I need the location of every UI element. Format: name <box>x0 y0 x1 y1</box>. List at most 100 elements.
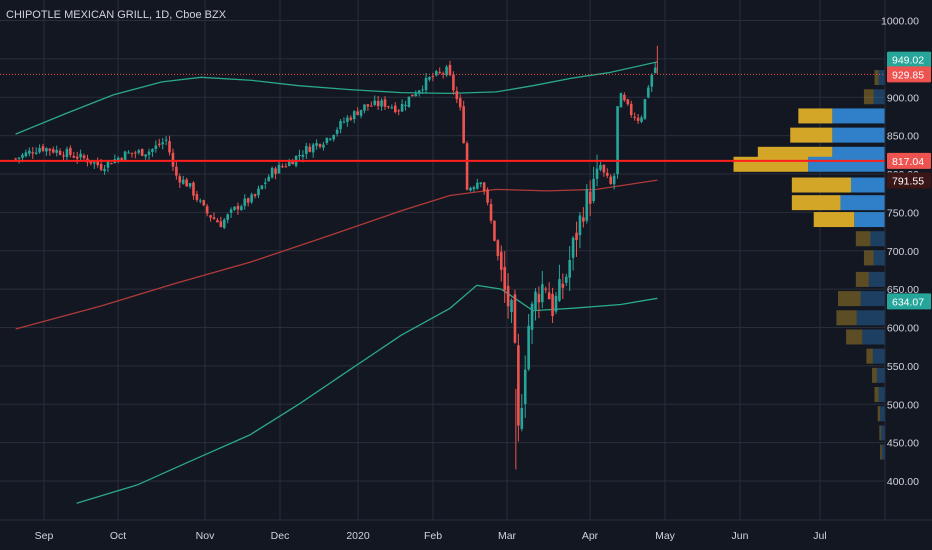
candle-body <box>465 143 469 190</box>
candle-body <box>564 276 568 283</box>
candle-body <box>585 189 589 221</box>
candle-body <box>506 285 510 307</box>
vp-bar-blue <box>868 271 885 287</box>
candle-body <box>363 104 366 111</box>
candle-body <box>147 151 151 155</box>
candle-body <box>414 93 418 97</box>
candle-body <box>537 293 541 303</box>
candle-body <box>89 160 93 164</box>
candle-body <box>479 182 483 184</box>
candle-body <box>41 146 45 151</box>
candle-body <box>171 152 175 167</box>
candle-body <box>62 155 65 157</box>
candle-body <box>404 105 407 107</box>
price-tag-label: 949.02 <box>892 55 924 67</box>
candle-body <box>281 166 284 168</box>
vp-bar-gold <box>836 310 857 326</box>
candle-body <box>499 251 503 270</box>
candle-body <box>582 217 585 222</box>
candle-body <box>441 73 445 75</box>
candle-body <box>51 149 55 153</box>
x-tick-label: Jul <box>813 530 826 542</box>
vp-bar-blue <box>878 387 885 403</box>
candle-body <box>448 64 452 76</box>
vp-bar-gold <box>791 195 841 211</box>
candle-body <box>144 154 147 157</box>
candle-body <box>257 188 260 196</box>
candle-body <box>222 219 226 228</box>
x-tick-label: Feb <box>424 530 442 542</box>
vp-bar-gold <box>874 70 879 86</box>
vp-bar-blue <box>873 89 885 105</box>
x-tick-label: May <box>655 530 676 542</box>
candle-body <box>192 182 195 196</box>
vp-bar-blue <box>870 231 885 247</box>
x-tick-label: Nov <box>196 530 215 542</box>
candle-body <box>510 300 513 313</box>
candle-body <box>69 147 72 155</box>
candle-body <box>527 325 530 370</box>
vp-bar-gold <box>866 348 873 364</box>
candle-body <box>243 198 247 206</box>
candle-body <box>161 142 164 145</box>
candle-body <box>137 150 141 153</box>
candle-body <box>116 157 120 161</box>
candle-body <box>455 91 459 100</box>
vp-bar-blue <box>881 444 885 460</box>
candle-body <box>476 182 479 189</box>
candle-body <box>387 106 390 108</box>
candle-body <box>127 152 130 154</box>
candle-body <box>298 155 301 157</box>
candle-body <box>216 220 219 223</box>
price-tag-bg <box>887 152 931 169</box>
candle-body <box>93 162 96 164</box>
candle-body <box>653 67 657 73</box>
candle-body <box>602 164 606 173</box>
candle-body <box>428 77 431 80</box>
vp-bar-blue <box>876 367 885 383</box>
price-axis[interactable]: 1000.00950.00900.00850.00800.00750.00700… <box>881 0 932 550</box>
candle-body <box>274 168 277 174</box>
candle-body <box>517 345 520 426</box>
vp-bar-gold <box>846 329 863 345</box>
y-tick-label: 1000.00 <box>881 16 919 28</box>
candle-body <box>24 152 28 157</box>
candlestick-series <box>14 45 658 470</box>
candle-body <box>28 150 31 154</box>
candle-body <box>325 137 329 143</box>
vp-bar-blue <box>840 195 885 211</box>
candle-body <box>308 146 312 152</box>
candle-body <box>493 220 496 241</box>
candle-body <box>366 104 370 107</box>
candle-body <box>267 176 271 182</box>
candle-body <box>390 107 394 109</box>
price-tag-bg <box>887 51 931 68</box>
vp-bar-gold <box>798 108 833 124</box>
moving-averages <box>15 61 658 504</box>
x-tick-label: Sep <box>35 530 54 542</box>
candle-body <box>318 144 322 147</box>
candle-body <box>99 163 103 170</box>
candle-body <box>188 183 192 187</box>
candle-body <box>561 283 565 288</box>
candle-body <box>370 105 373 107</box>
candle-body <box>311 144 315 153</box>
y-tick-label: 600.00 <box>887 323 919 335</box>
candle-body <box>185 179 188 187</box>
ma-teal-lower <box>76 284 658 504</box>
candle-body <box>287 161 291 166</box>
time-axis[interactable]: Sep Oct Nov Dec 2020 Feb Mar Apr May Jun Jul <box>0 519 932 550</box>
candle-body <box>58 150 62 155</box>
candle-body <box>636 117 640 121</box>
candle-body <box>151 148 154 152</box>
price-tag-bg <box>887 66 931 83</box>
candle-body <box>411 94 414 97</box>
chart-title: CHIPOTLE MEXICAN GRILL, 1D, Cboe BZX <box>6 9 227 21</box>
candle-body <box>523 369 527 404</box>
candle-body <box>123 151 127 162</box>
candle-body <box>619 93 623 108</box>
candle-body <box>568 260 571 278</box>
candle-body <box>205 206 209 214</box>
candle-body <box>346 117 349 122</box>
